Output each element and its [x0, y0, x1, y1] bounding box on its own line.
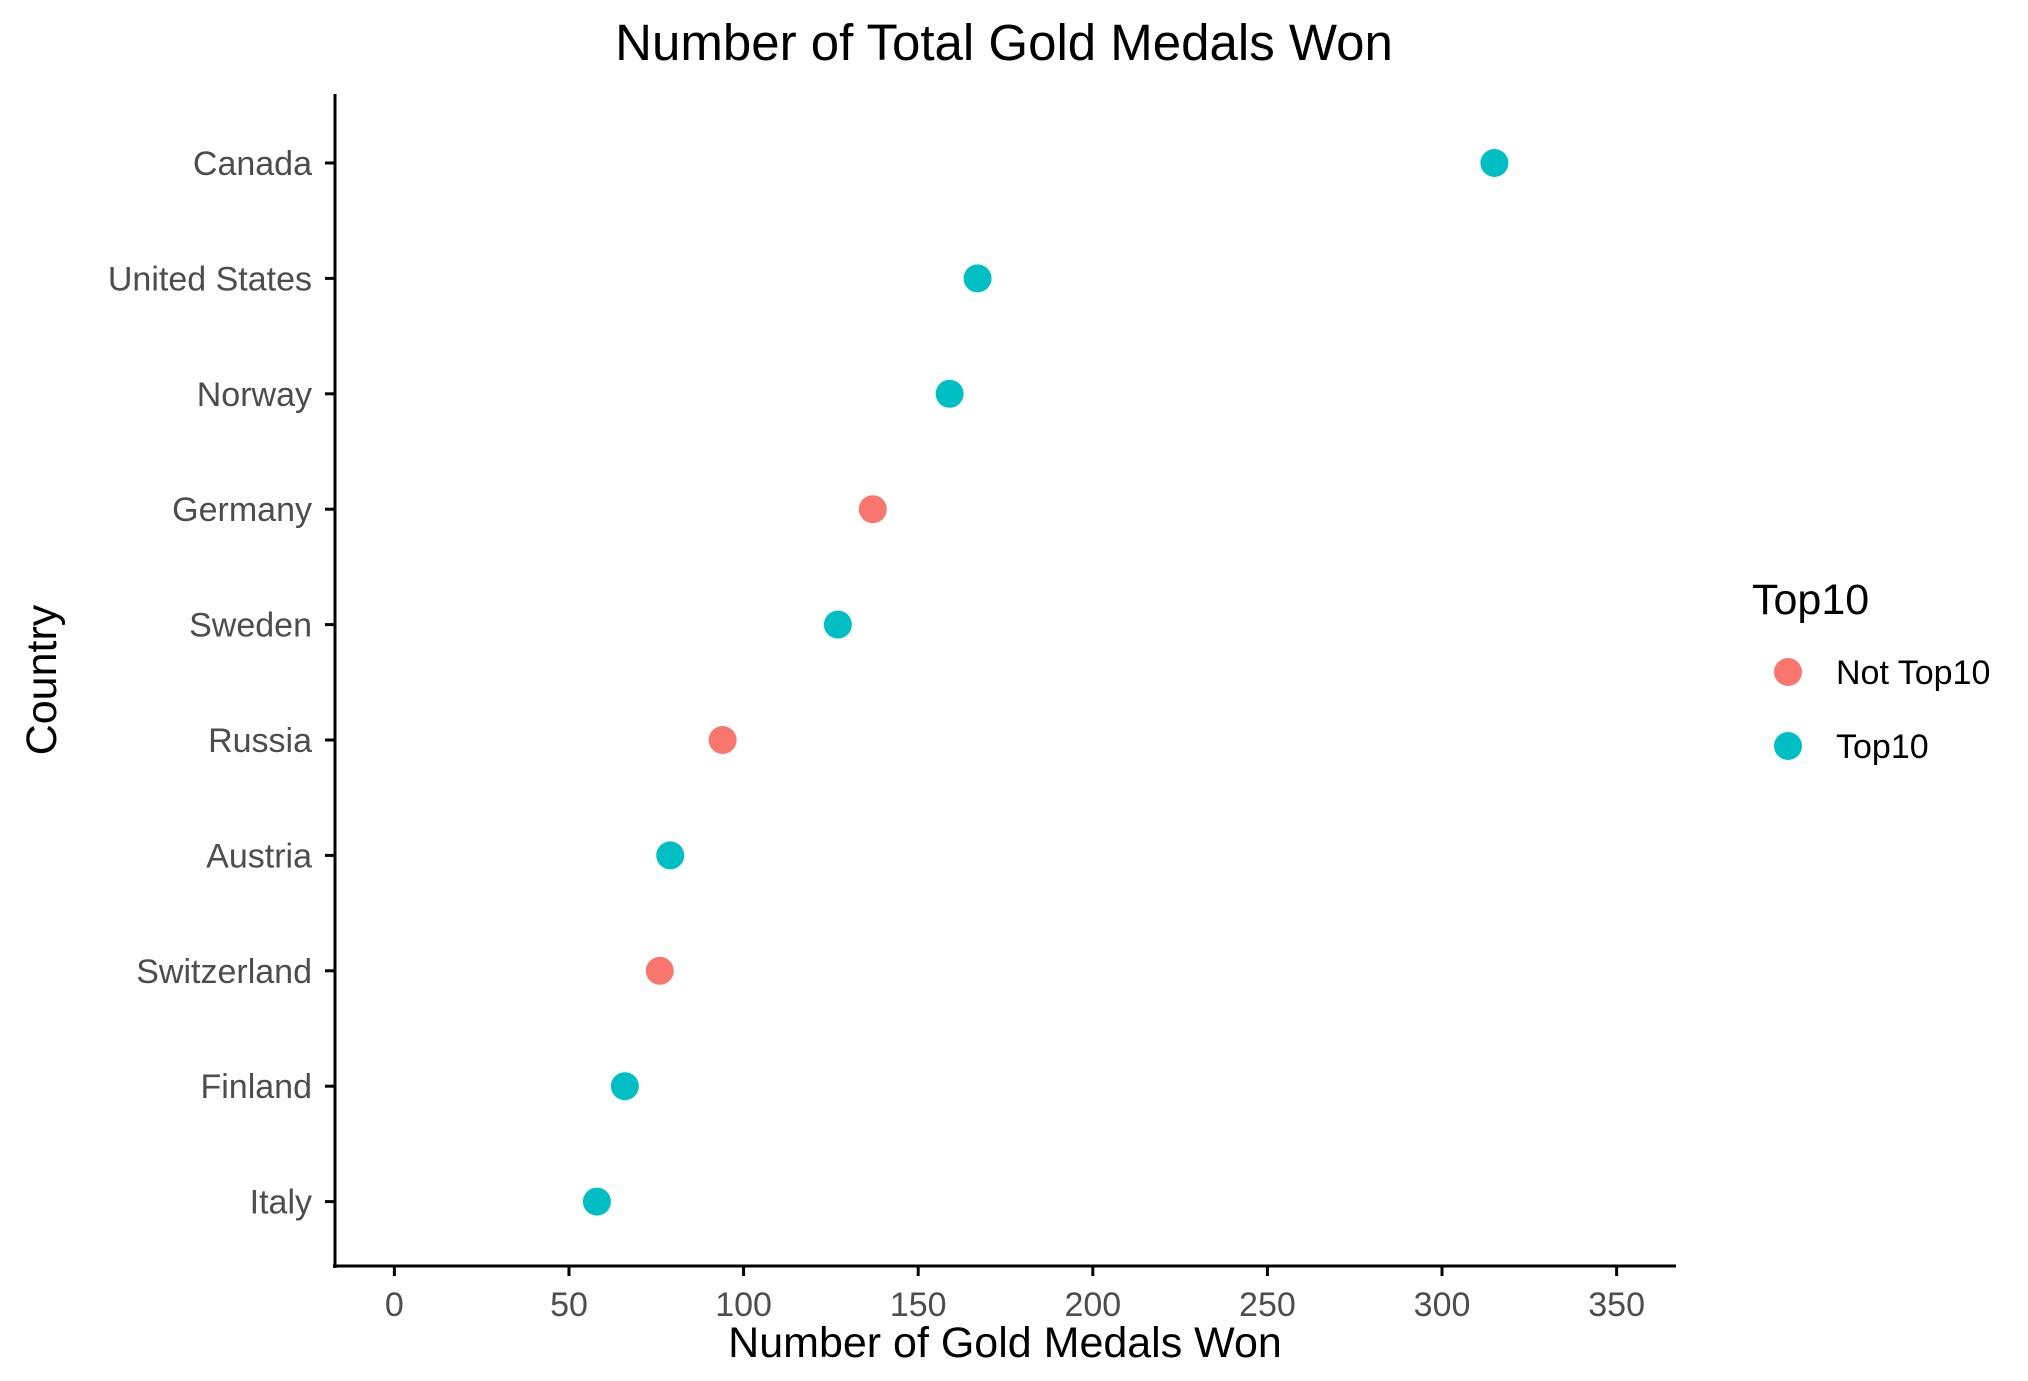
- x-tick-label: 150: [890, 1286, 947, 1324]
- data-point: [823, 610, 852, 639]
- y-tick-label: Finland: [200, 1068, 312, 1106]
- x-tick-label: 350: [1588, 1286, 1645, 1324]
- x-tick-label: 100: [715, 1286, 772, 1324]
- legend-title: Top10: [1752, 576, 1869, 624]
- legend-items: Not Top10 Top10: [1774, 654, 1990, 766]
- y-axis-title: Country: [18, 604, 66, 755]
- x-tick-label: 50: [550, 1286, 588, 1324]
- x-ticks: 0 50 100 150 200 250 300 350: [385, 1266, 1645, 1324]
- y-tick-label: Norway: [197, 376, 312, 414]
- data-point: [582, 1187, 611, 1216]
- y-tick-label: United States: [108, 260, 312, 298]
- chart-title: Number of Total Gold Medals Won: [615, 14, 1393, 71]
- data-point: [708, 726, 737, 754]
- y-tick-label: Italy: [250, 1184, 312, 1222]
- legend-key: [1774, 658, 1802, 686]
- x-tick-label: 250: [1239, 1286, 1296, 1324]
- y-tick-label: Austria: [206, 837, 312, 875]
- data-point: [935, 379, 964, 408]
- legend-label: Not Top10: [1836, 654, 1990, 692]
- y-tick-label: Sweden: [189, 607, 312, 645]
- legend: Top10 Not Top10 Top10: [1752, 576, 1990, 766]
- data-point: [858, 495, 887, 524]
- y-ticks: Canada United States Norway Germany Sweden Ru…: [108, 145, 335, 1222]
- legend-key: [1774, 732, 1802, 760]
- data-point: [610, 1072, 639, 1101]
- data-point: [963, 264, 992, 293]
- x-axis-title: Number of Gold Medals Won: [728, 1319, 1282, 1367]
- data-points: [582, 149, 1509, 1216]
- data-point: [1480, 149, 1509, 177]
- legend-label: Top10: [1836, 728, 1929, 766]
- x-tick-label: 0: [385, 1286, 404, 1324]
- plot-area: Canada United States Norway Germany Sweden Ru…: [108, 94, 1676, 1324]
- y-tick-label: Switzerland: [136, 953, 312, 991]
- y-tick-label: Russia: [208, 722, 312, 760]
- y-tick-label: Germany: [172, 491, 312, 529]
- x-tick-label: 300: [1414, 1286, 1471, 1324]
- y-tick-label: Canada: [193, 145, 312, 183]
- data-point: [656, 841, 685, 870]
- data-point: [645, 956, 674, 985]
- x-tick-label: 200: [1064, 1286, 1121, 1324]
